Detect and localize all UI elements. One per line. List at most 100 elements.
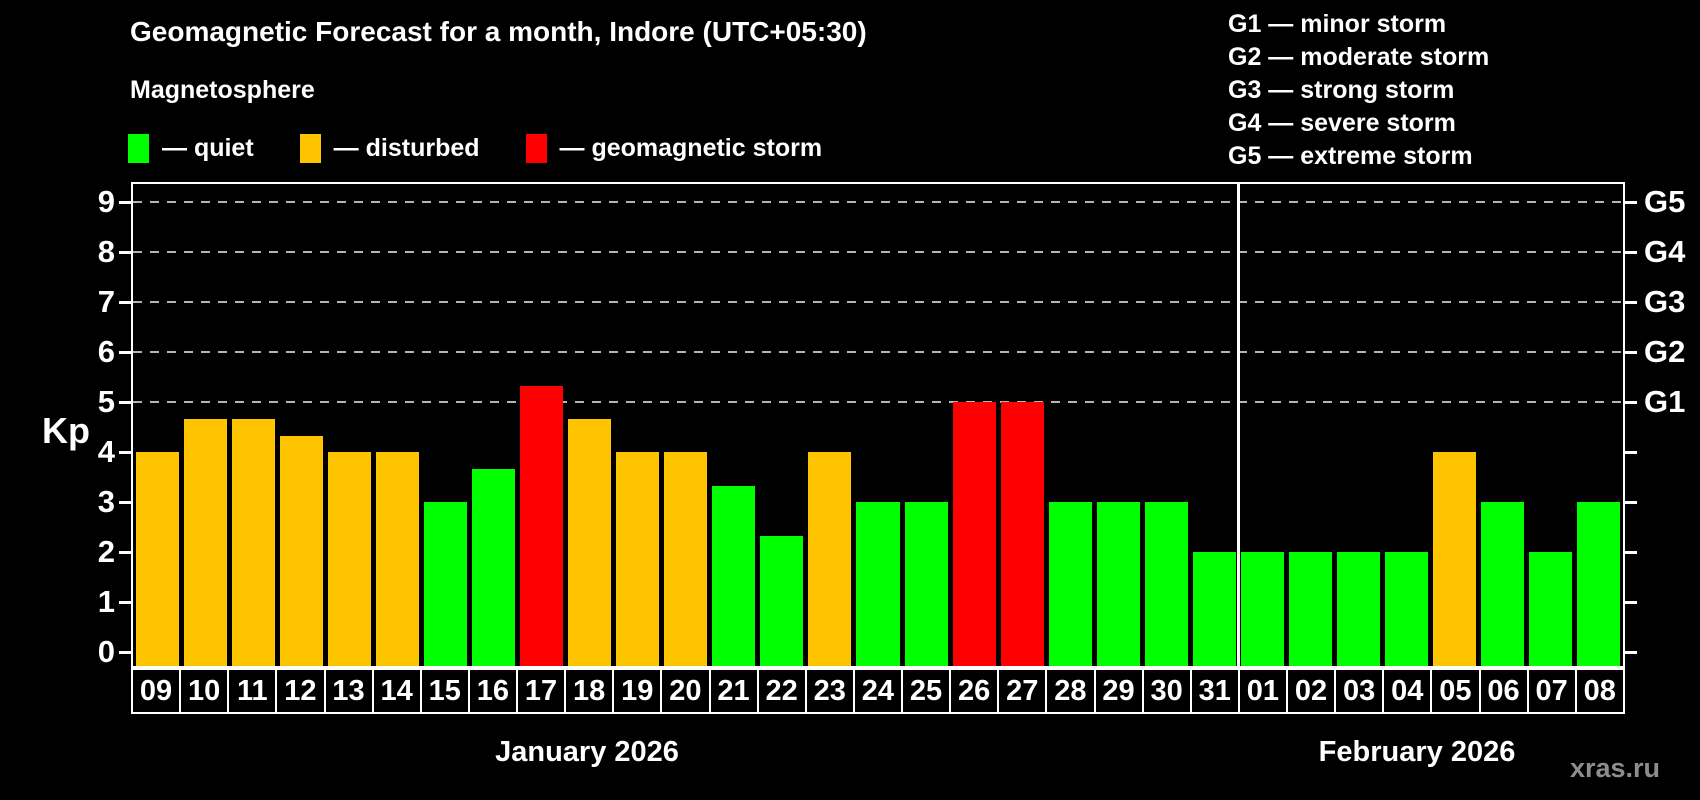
day-label-01: 01 <box>1237 668 1288 714</box>
plot-area <box>131 182 1625 668</box>
day-label-19: 19 <box>612 668 663 714</box>
legend-swatch-storm-icon <box>525 134 547 163</box>
kp-bar-day-16 <box>471 468 515 666</box>
y-axis-tick-left <box>119 250 131 254</box>
day-label-29: 29 <box>1093 668 1144 714</box>
kp-bar-day-24 <box>856 502 900 666</box>
day-label-22: 22 <box>756 668 807 714</box>
kp-bar-day-18 <box>568 418 612 666</box>
day-label-31: 31 <box>1189 668 1240 714</box>
day-label-08: 08 <box>1574 668 1625 714</box>
kp-bar-day-12 <box>279 435 323 666</box>
day-label-14: 14 <box>371 668 422 714</box>
kp-bar-day-05 <box>1433 452 1477 666</box>
kp-bar-day-07 <box>1529 552 1573 666</box>
kp-bar-day-02 <box>1289 552 1333 666</box>
g-scale-line-1: G1 — minor storm <box>1228 10 1447 38</box>
y-tick-label-3: 3 <box>97 484 115 519</box>
day-label-11: 11 <box>227 668 278 714</box>
legend-swatch-quiet-icon <box>128 134 149 163</box>
day-label-13: 13 <box>323 668 374 714</box>
y-tick-label-0: 0 <box>97 634 115 669</box>
day-label-20: 20 <box>660 668 711 714</box>
kp-bar-day-22 <box>760 535 804 666</box>
y-axis-tick-right <box>1625 350 1637 354</box>
y-tick-label-8: 8 <box>97 234 115 269</box>
kp-bar-day-06 <box>1481 502 1525 666</box>
y-axis-tick-left <box>119 600 131 604</box>
legend-item-quiet: — quiet <box>128 134 254 163</box>
y-axis-tick-right <box>1625 500 1637 504</box>
y-tick-label-1: 1 <box>97 584 115 619</box>
day-label-02: 02 <box>1286 668 1337 714</box>
legend-item-storm: — geomagnetic storm <box>525 134 822 163</box>
y-tick-label-9: 9 <box>97 184 115 219</box>
kp-bar-day-25 <box>904 502 948 666</box>
g-scale-legend: G1 — minor storm G2 — moderate storm G3 — … <box>1228 8 1489 173</box>
kp-bar-day-11 <box>231 418 275 666</box>
y-axis-tick-right <box>1625 300 1637 304</box>
watermark: xras.ru <box>1569 753 1660 783</box>
gridline-kp-5 <box>133 401 1623 403</box>
y-axis-tick-left <box>119 200 131 204</box>
kp-bar-day-03 <box>1337 552 1381 666</box>
kp-bar-day-13 <box>327 452 371 666</box>
day-label-03: 03 <box>1334 668 1385 714</box>
y-axis-tick-right <box>1625 600 1637 604</box>
day-label-28: 28 <box>1045 668 1096 714</box>
kp-bar-day-10 <box>183 418 227 666</box>
y-axis-tick-right <box>1625 650 1637 654</box>
g-level-label-G5: G5 <box>1644 184 1686 219</box>
kp-bar-day-21 <box>712 485 756 666</box>
g-scale-line-4: G4 — severe storm <box>1228 109 1456 137</box>
kp-bar-day-09 <box>135 452 179 666</box>
g-level-label-G3: G3 <box>1644 284 1686 319</box>
day-label-26: 26 <box>949 668 1000 714</box>
y-tick-label-2: 2 <box>97 534 115 569</box>
kp-bar-day-20 <box>664 452 708 666</box>
kp-bar-day-08 <box>1577 502 1621 666</box>
y-tick-label-4: 4 <box>97 434 115 469</box>
day-label-23: 23 <box>804 668 855 714</box>
g-scale-line-2: G2 — moderate storm <box>1228 43 1490 71</box>
kp-bar-day-30 <box>1144 502 1188 666</box>
y-tick-label-6: 6 <box>97 334 115 369</box>
g-scale-line-5: G5 — extreme storm <box>1228 142 1473 170</box>
magnetosphere-label: Magnetosphere <box>130 76 315 104</box>
kp-bar-day-04 <box>1385 552 1429 666</box>
legend-label-quiet: — quiet <box>162 134 254 162</box>
day-label-05: 05 <box>1430 668 1481 714</box>
day-label-27: 27 <box>997 668 1048 714</box>
kp-bar-day-26 <box>952 402 996 666</box>
kp-bar-day-14 <box>375 452 419 666</box>
kp-bar-day-01 <box>1240 552 1285 666</box>
y-axis-tick-right <box>1625 250 1637 254</box>
page-title: Geomagnetic Forecast for a month, Indore… <box>130 16 867 47</box>
kp-bar-day-15 <box>423 502 467 666</box>
day-label-17: 17 <box>516 668 567 714</box>
color-legend: — quiet — disturbed — geomagnetic storm <box>128 134 822 163</box>
day-label-25: 25 <box>901 668 952 714</box>
day-label-06: 06 <box>1478 668 1529 714</box>
y-axis-tick-left <box>119 300 131 304</box>
g-level-label-G4: G4 <box>1644 234 1686 269</box>
g-level-label-G2: G2 <box>1644 334 1686 369</box>
day-label-09: 09 <box>131 668 182 714</box>
y-axis-tick-right <box>1625 550 1637 554</box>
day-label-07: 07 <box>1526 668 1577 714</box>
legend-swatch-disturbed-icon <box>299 134 321 163</box>
y-axis-tick-right <box>1625 200 1637 204</box>
month-label-january: January 2026 <box>495 736 679 768</box>
day-label-24: 24 <box>852 668 903 714</box>
y-axis-label: Kp <box>42 410 90 451</box>
gridline-kp-6 <box>133 351 1623 353</box>
day-label-30: 30 <box>1141 668 1192 714</box>
legend-item-disturbed: — disturbed <box>299 134 480 163</box>
day-label-18: 18 <box>564 668 615 714</box>
y-axis-tick-left <box>119 550 131 554</box>
y-axis-tick-left <box>119 650 131 654</box>
y-axis-tick-left <box>119 400 131 404</box>
kp-bar-day-31 <box>1192 552 1236 666</box>
month-divider <box>1236 184 1240 666</box>
